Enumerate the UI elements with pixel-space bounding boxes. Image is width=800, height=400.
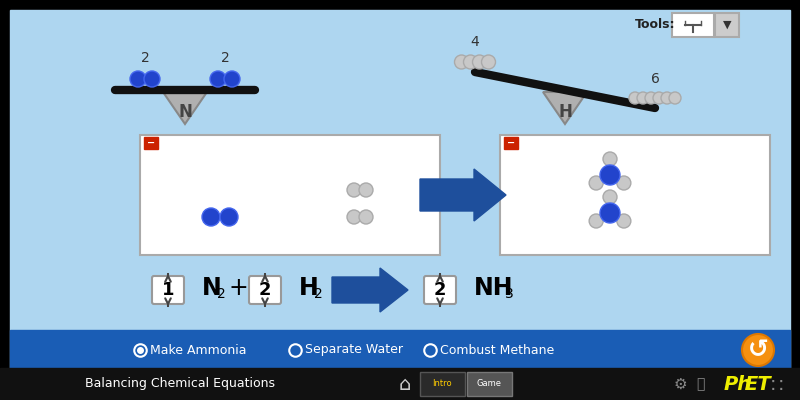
Circle shape bbox=[603, 190, 617, 204]
Text: Game: Game bbox=[477, 380, 502, 388]
Text: 2: 2 bbox=[221, 51, 230, 65]
Text: 2: 2 bbox=[217, 287, 226, 301]
Polygon shape bbox=[420, 169, 506, 221]
Text: Separate Water: Separate Water bbox=[305, 344, 403, 356]
Circle shape bbox=[637, 92, 649, 104]
Circle shape bbox=[224, 71, 240, 87]
Bar bbox=[500, 135, 770, 255]
FancyBboxPatch shape bbox=[424, 276, 456, 304]
Circle shape bbox=[454, 55, 469, 69]
Text: 2: 2 bbox=[141, 51, 150, 65]
Text: 6: 6 bbox=[650, 72, 659, 86]
Circle shape bbox=[202, 208, 220, 226]
Text: H: H bbox=[558, 103, 572, 121]
Bar bbox=[504, 137, 518, 149]
Circle shape bbox=[600, 165, 620, 185]
Text: 2: 2 bbox=[434, 281, 446, 299]
Circle shape bbox=[669, 92, 681, 104]
Circle shape bbox=[347, 183, 361, 197]
Bar bbox=[10, 330, 790, 370]
Circle shape bbox=[220, 208, 238, 226]
Polygon shape bbox=[163, 92, 207, 124]
Text: +: + bbox=[228, 276, 248, 300]
Bar bbox=[0, 368, 800, 400]
Circle shape bbox=[653, 92, 665, 104]
Circle shape bbox=[359, 183, 373, 197]
Text: N: N bbox=[178, 103, 192, 121]
Bar bbox=[672, 13, 714, 37]
FancyBboxPatch shape bbox=[152, 276, 184, 304]
Text: 3: 3 bbox=[505, 287, 514, 301]
Text: 2: 2 bbox=[314, 287, 322, 301]
Text: NH: NH bbox=[474, 276, 514, 300]
Text: :: : bbox=[778, 374, 785, 394]
Circle shape bbox=[210, 71, 226, 87]
Text: 1: 1 bbox=[162, 281, 174, 299]
Text: Ph: Ph bbox=[724, 374, 752, 394]
Text: Balancing Chemical Equations: Balancing Chemical Equations bbox=[85, 378, 275, 390]
Circle shape bbox=[359, 210, 373, 224]
Text: −: − bbox=[147, 138, 155, 148]
Circle shape bbox=[144, 71, 160, 87]
Text: H: H bbox=[299, 276, 318, 300]
Bar bbox=[144, 137, 158, 149]
Polygon shape bbox=[332, 268, 408, 312]
Text: ⌂: ⌂ bbox=[399, 374, 411, 394]
Circle shape bbox=[629, 92, 641, 104]
Circle shape bbox=[130, 71, 146, 87]
Text: Intro: Intro bbox=[432, 380, 452, 388]
Circle shape bbox=[589, 214, 603, 228]
Circle shape bbox=[603, 152, 617, 166]
Circle shape bbox=[589, 176, 603, 190]
Circle shape bbox=[463, 55, 478, 69]
Bar bbox=[140, 135, 440, 255]
Text: 🔊: 🔊 bbox=[696, 377, 704, 391]
Text: Make Ammonia: Make Ammonia bbox=[150, 344, 246, 356]
Polygon shape bbox=[543, 92, 587, 124]
Circle shape bbox=[482, 55, 495, 69]
Text: Combust Methane: Combust Methane bbox=[440, 344, 554, 356]
Text: :: : bbox=[770, 374, 777, 394]
Text: 4: 4 bbox=[470, 35, 479, 49]
Bar bbox=[467, 372, 512, 396]
Circle shape bbox=[347, 210, 361, 224]
Circle shape bbox=[617, 176, 631, 190]
Circle shape bbox=[742, 334, 774, 366]
Text: ET: ET bbox=[745, 374, 772, 394]
Text: ↺: ↺ bbox=[747, 338, 769, 362]
Text: ⚙: ⚙ bbox=[673, 376, 687, 392]
Text: N: N bbox=[202, 276, 222, 300]
Circle shape bbox=[617, 214, 631, 228]
Bar bbox=[420, 372, 465, 396]
FancyBboxPatch shape bbox=[249, 276, 281, 304]
Circle shape bbox=[600, 203, 620, 223]
Circle shape bbox=[473, 55, 486, 69]
Text: 2: 2 bbox=[258, 281, 271, 299]
Text: Tools:: Tools: bbox=[635, 18, 675, 32]
Text: ▼: ▼ bbox=[722, 20, 731, 30]
Circle shape bbox=[645, 92, 657, 104]
Text: −: − bbox=[507, 138, 515, 148]
Circle shape bbox=[661, 92, 673, 104]
Bar bbox=[715, 13, 739, 37]
